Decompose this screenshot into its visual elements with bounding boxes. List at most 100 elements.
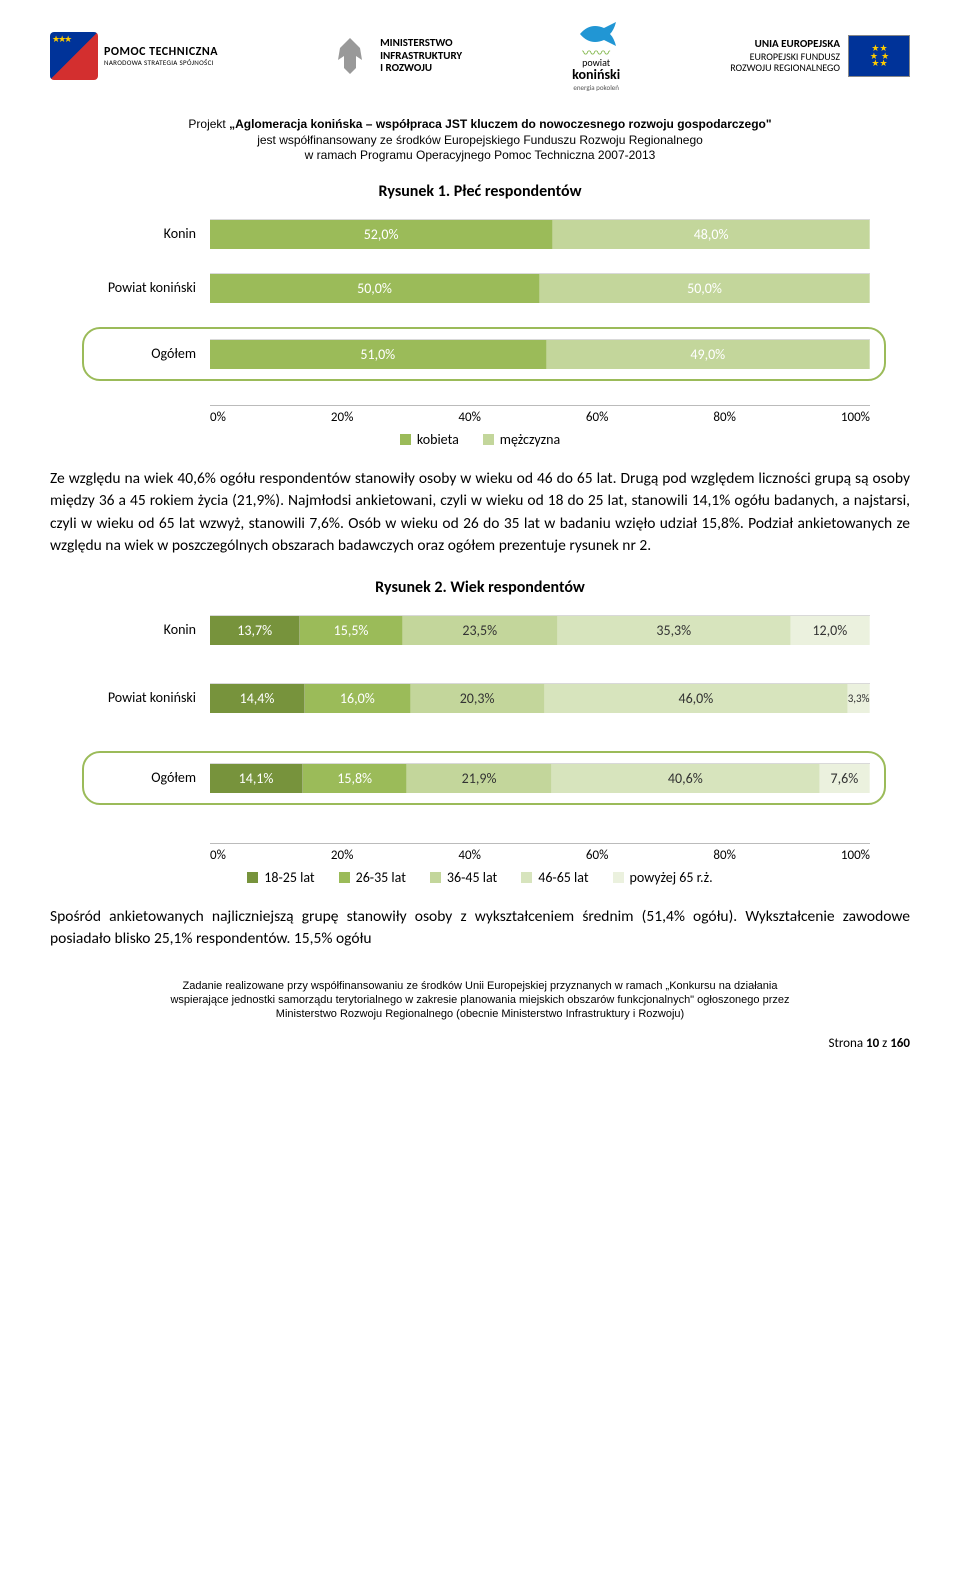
page-num-total: 160 — [890, 1036, 910, 1051]
bar-wrap: 13,7%15,5%23,5%35,3%12,0% — [210, 615, 870, 645]
chart-row: Ogółem51,0%49,0% — [82, 327, 886, 381]
tick-label: 80% — [713, 410, 735, 425]
page-number: Strona 10 z 160 — [50, 1036, 910, 1051]
bar-segment: 14,1% — [210, 764, 303, 793]
footer-l1: Zadanie realizowane przy współfinansowan… — [183, 980, 778, 992]
legend-item: 18-25 lat — [247, 869, 314, 886]
pk-text: powiat koniński energia pokoleń — [572, 58, 620, 92]
legend-swatch — [613, 872, 624, 883]
legend-swatch — [339, 872, 350, 883]
legend-label: mężczyzna — [500, 431, 560, 448]
bar-segment: 46,0% — [545, 684, 849, 713]
ministry-l3: I ROZWOJU — [380, 62, 462, 75]
bar-segment: 3,3% — [848, 684, 870, 713]
project-description: Projekt „Aglomeracja konińska – współpra… — [50, 117, 910, 164]
tick-label: 40% — [458, 848, 480, 863]
bar-segment: 52,0% — [210, 220, 553, 249]
category-label: Powiat koniński — [90, 279, 210, 296]
proj-l3: w ramach Programu Operacyjnego Pomoc Tec… — [305, 148, 656, 162]
page-num-current: 10 — [866, 1036, 879, 1051]
bar-wrap: 50,0%50,0% — [210, 273, 870, 303]
eu-text: UNIA EUROPEJSKA EUROPEJSKI FUNDUSZ ROZWO… — [730, 38, 840, 74]
legend-label: 18-25 lat — [264, 869, 314, 886]
tick-label: 80% — [713, 848, 735, 863]
paragraph-1: Ze względu na wiek 40,6% ogółu responden… — [50, 468, 910, 558]
stacked-bar: 14,4%16,0%20,3%46,0%3,3% — [210, 683, 870, 713]
logo-powiat-koninski: 〰〰 powiat koniński energia pokoleń — [572, 20, 620, 92]
tick-label: 60% — [586, 410, 608, 425]
ministry-text: MINISTERSTWO INFRASTRUKTURY I ROZWOJU — [380, 37, 462, 75]
eu-l1: UNIA EUROPEJSKA — [730, 38, 840, 51]
stacked-bar: 14,1%15,8%21,9%40,6%7,6% — [210, 763, 870, 793]
category-label: Ogółem — [90, 769, 210, 786]
bar-segment: 51,0% — [210, 340, 547, 369]
bar-wrap: 14,1%15,8%21,9%40,6%7,6% — [210, 763, 870, 793]
stacked-bar: 50,0%50,0% — [210, 273, 870, 303]
chart-row: Powiat koniński50,0%50,0% — [90, 273, 870, 303]
pt-title: POMOC TECHNICZNA — [104, 46, 218, 59]
bar-wrap: 51,0%49,0% — [210, 339, 870, 369]
bar-segment: 50,0% — [540, 274, 870, 303]
proj-l1b: „Aglomeracja konińska – współpraca JST k… — [229, 117, 771, 131]
chart2-title: Rysunek 2. Wiek respondentów — [50, 578, 910, 597]
legend-label: powyżej 65 r.ż. — [630, 869, 713, 886]
legend-swatch — [400, 434, 411, 445]
bar-segment: 12,0% — [791, 616, 870, 645]
footer-note: Zadanie realizowane przy współfinansowan… — [50, 979, 910, 1022]
header-logos: POMOC TECHNICZNA NARODOWA STRATEGIA SPÓJ… — [50, 20, 910, 92]
proj-l2: jest współfinansowany ze środków Europej… — [257, 133, 703, 147]
logo-eu: UNIA EUROPEJSKA EUROPEJSKI FUNDUSZ ROZWO… — [730, 35, 910, 77]
pt-text: POMOC TECHNICZNA NARODOWA STRATEGIA SPÓJ… — [104, 46, 218, 67]
pt-subtitle: NARODOWA STRATEGIA SPÓJNOŚCI — [104, 59, 218, 67]
bar-segment: 21,9% — [407, 764, 552, 793]
legend-item: 36-45 lat — [430, 869, 497, 886]
bar-segment: 23,5% — [403, 616, 558, 645]
legend-label: kobieta — [417, 431, 459, 448]
category-label: Powiat koniński — [90, 689, 210, 706]
legend-swatch — [483, 434, 494, 445]
proj-l1a: Projekt — [188, 117, 229, 131]
legend-item: 26-35 lat — [339, 869, 406, 886]
paragraph-2: Spośród ankietowanych najliczniejszą gru… — [50, 906, 910, 951]
category-label: Konin — [90, 621, 210, 638]
footer-l3: Ministerstwo Rozwoju Regionalnego (obecn… — [276, 1008, 684, 1020]
logo-ministry: MINISTERSTWO INFRASTRUKTURY I ROZWOJU — [328, 32, 462, 80]
x-axis-ticks: 0%20%40%60%80%100% — [210, 848, 870, 863]
pt-flag-icon — [50, 32, 98, 80]
stacked-bar: 52,0%48,0% — [210, 219, 870, 249]
pk-bold: koniński — [572, 66, 620, 83]
legend-label: 46-65 lat — [538, 869, 588, 886]
axis-area: 0%20%40%60%80%100% — [210, 843, 870, 863]
legend-swatch — [430, 872, 441, 883]
stacked-bar: 51,0%49,0% — [210, 339, 870, 369]
page-prefix: Strona — [829, 1036, 867, 1051]
chart2-age: Konin13,7%15,5%23,5%35,3%12,0% Powiat kon… — [90, 615, 870, 886]
chart1-gender: Konin52,0%48,0%Powiat koniński50,0%50,0%… — [90, 219, 870, 448]
tick-label: 0% — [210, 848, 226, 863]
legend-item: powyżej 65 r.ż. — [613, 869, 713, 886]
stacked-bar: 13,7%15,5%23,5%35,3%12,0% — [210, 615, 870, 645]
bar-segment: 48,0% — [553, 220, 870, 249]
chart-row: Konin52,0%48,0% — [90, 219, 870, 249]
legend-item: 46-65 lat — [521, 869, 588, 886]
eagle-icon — [328, 32, 372, 80]
tick-label: 60% — [586, 848, 608, 863]
tick-label: 100% — [841, 410, 870, 425]
tick-label: 100% — [841, 848, 870, 863]
legend-swatch — [521, 872, 532, 883]
footer-l2: wspierające jednostki samorządu terytori… — [170, 994, 789, 1006]
legend-label: 26-35 lat — [356, 869, 406, 886]
pk-tag: energia pokoleń — [573, 83, 619, 92]
tick-label: 40% — [458, 410, 480, 425]
chart-row: Konin13,7%15,5%23,5%35,3%12,0% — [90, 615, 870, 645]
tick-label: 20% — [331, 410, 353, 425]
bar-segment: 16,0% — [305, 684, 411, 713]
tick-label: 0% — [210, 410, 226, 425]
legend-swatch — [247, 872, 258, 883]
axis-area: 0% 20% 40% 60% 80% 100% — [210, 405, 870, 425]
bar-segment: 50,0% — [210, 274, 540, 303]
page-mid: z — [879, 1036, 890, 1051]
bar-segment: 15,8% — [303, 764, 407, 793]
legend: kobieta mężczyzna — [90, 431, 870, 448]
chart-row: Ogółem14,1%15,8%21,9%40,6%7,6% — [82, 751, 886, 805]
